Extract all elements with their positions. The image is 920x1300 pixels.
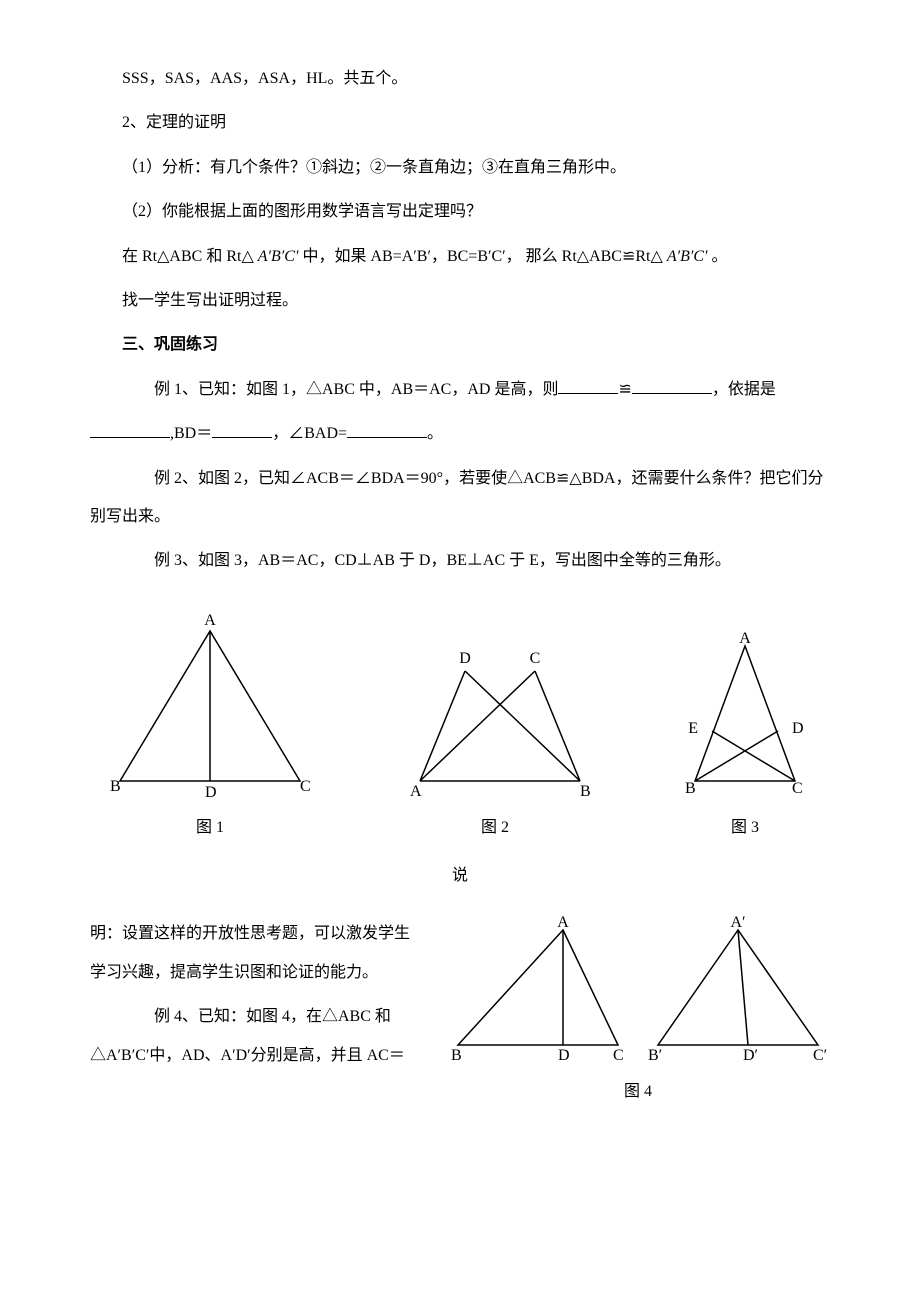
lower-section: 明：设置这样的开放性思考题，可以激发学生学习兴趣，提高学生识图和论证的能力。 例… [90, 915, 830, 1111]
line-5c: 中，如果 AB=A′B′，BC=B′C′， 那么 Rt△ABC≌Rt△ [298, 248, 666, 265]
fig4l-D: D [558, 1047, 570, 1064]
fig3-A: A [739, 631, 751, 647]
line-3: （1）分析：有几个条件？①斜边；②一条直角边；③在直角三角形中。 [90, 149, 830, 187]
blank-2 [632, 375, 712, 394]
fig1-C: C [300, 778, 311, 795]
fig4r-D: D′ [743, 1047, 758, 1064]
line-5e: 。 [708, 248, 728, 265]
fig3-D: D [792, 720, 804, 737]
blank-4 [212, 419, 272, 438]
fig3-C: C [792, 780, 803, 797]
fig2-B: B [580, 783, 591, 800]
figure-4-right-svg: A′ B′ C′ D′ [643, 915, 833, 1065]
figure-2-label: 图 2 [481, 809, 509, 847]
figures-row-1: A B C D 图 1 D C A B 图 2 [90, 611, 830, 847]
line-4: （2）你能根据上面的图形用数学语言写出定理吗？ [90, 193, 830, 231]
line-6: 找一学生写出证明过程。 [90, 282, 830, 320]
figure-4-container: A B C D A′ B′ C′ D′ 图 4 [443, 915, 833, 1111]
line-1: SSS，SAS，AAS，ASA，HL。共五个。 [90, 60, 830, 98]
ex1-e: ，∠BAD= [272, 425, 347, 442]
example-1: 例 1、已知：如图 1，△ABC 中，AB＝AC，AD 是高，则 ≌ ，依据是 [90, 371, 830, 409]
section-heading: 三、巩固练习 [90, 326, 830, 364]
fig1-D: D [205, 784, 217, 801]
line-5: 在 Rt△ABC 和 Rt△ A′B′C′ 中，如果 AB=A′B′，BC=B′… [90, 238, 830, 276]
fig3-B: B [685, 780, 696, 797]
blank-5 [347, 419, 427, 438]
example-4: 例 4、已知：如图 4，在△ABC 和△A′B′C′中，AD、A′D′分别是高，… [90, 998, 423, 1075]
line-5b: A′B′C′ [258, 248, 299, 265]
shuo-char: 说 [90, 857, 830, 895]
fig4r-B: B′ [648, 1047, 662, 1064]
figure-3: A E D B C 图 3 [670, 631, 820, 847]
line-5a: 在 Rt△ABC 和 Rt△ [122, 248, 258, 265]
explanation: 明：设置这样的开放性思考题，可以激发学生学习兴趣，提高学生识图和论证的能力。 [90, 915, 423, 992]
fig4l-C: C [613, 1047, 624, 1064]
blank-3 [90, 419, 170, 438]
figure-2: D C A B 图 2 [390, 631, 600, 847]
fig4l-A: A [557, 915, 569, 931]
ex1-b: ≌ [618, 381, 631, 398]
line-5d: A′B′C′ [667, 248, 708, 265]
ex1-d: ,BD＝ [170, 425, 212, 442]
figure-1-label: 图 1 [196, 809, 224, 847]
figure-4-left-svg: A B C D [443, 915, 633, 1065]
figure-4-row: A B C D A′ B′ C′ D′ [443, 915, 833, 1065]
example-2: 例 2、如图 2，已知∠ACB＝∠BDA＝90°，若要使△ACB≌△BDA，还需… [90, 460, 830, 537]
document-body: SSS，SAS，AAS，ASA，HL。共五个。 2、定理的证明 （1）分析：有几… [90, 60, 830, 1112]
ex1-a: 例 1、已知：如图 1，△ABC 中，AB＝AC，AD 是高，则 [154, 381, 558, 398]
fig1-A: A [204, 612, 216, 629]
figure-2-svg: D C A B [390, 631, 600, 801]
fig3-E: E [688, 720, 698, 737]
example-1-cont: ,BD＝ ，∠BAD= 。 [90, 415, 830, 453]
ex1-c: ，依据是 [712, 381, 776, 398]
fig2-A: A [410, 783, 422, 800]
fig4r-C: C′ [813, 1047, 827, 1064]
line-2: 2、定理的证明 [90, 104, 830, 142]
blank-1 [558, 375, 618, 394]
fig2-C: C [530, 650, 541, 667]
figure-3-svg: A E D B C [670, 631, 820, 801]
fig4l-B: B [451, 1047, 462, 1064]
figure-4-label: 图 4 [624, 1073, 652, 1111]
figure-3-label: 图 3 [731, 809, 759, 847]
fig4r-A: A′ [730, 915, 745, 931]
figure-1-svg: A B C D [100, 611, 320, 801]
fig2-D: D [459, 650, 471, 667]
figure-1: A B C D 图 1 [100, 611, 320, 847]
example-3: 例 3、如图 3，AB＝AC，CD⊥AB 于 D，BE⊥AC 于 E，写出图中全… [90, 542, 830, 580]
fig1-B: B [110, 778, 121, 795]
lower-text: 明：设置这样的开放性思考题，可以激发学生学习兴趣，提高学生识图和论证的能力。 例… [90, 915, 423, 1111]
ex1-f: 。 [427, 425, 443, 442]
